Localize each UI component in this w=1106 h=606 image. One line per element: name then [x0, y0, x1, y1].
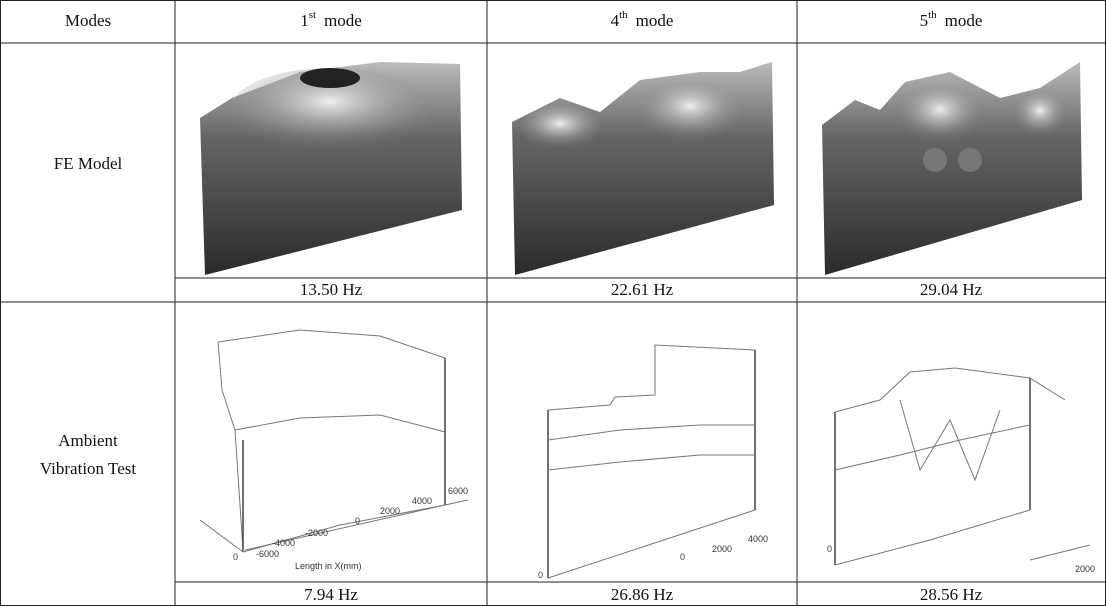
ordinal-suffix: th: [619, 9, 628, 21]
wire: [835, 425, 1030, 470]
fe-highlight: [900, 87, 980, 143]
wireframe-image: 6000 4000 2000 0 -2000 -4000 -6000 0 Len…: [200, 330, 468, 571]
wire: [548, 425, 755, 440]
axis-label: 4000: [748, 534, 768, 544]
header-cell: Modes: [65, 11, 111, 30]
wire: [218, 330, 445, 550]
ordinal-suffix: th: [928, 9, 937, 21]
fe-highlight: [520, 106, 600, 150]
wireframe-image: 4000 2000 0 0: [538, 345, 768, 580]
row-label: Vibration Test: [40, 459, 136, 478]
fe-model-image: [200, 62, 462, 275]
axis-label: 0: [233, 552, 238, 562]
axis-label: -2000: [305, 528, 328, 538]
frequency: 28.56 Hz: [920, 585, 983, 604]
wireframe-image: 0 2000: [827, 368, 1095, 574]
page: Modes 1stmode 4thmode 5thmode FE Model A…: [0, 0, 1106, 606]
axis-label: 2000: [712, 544, 732, 554]
wire: [900, 400, 1000, 480]
frequency: 7.94 Hz: [304, 585, 358, 604]
axis-label: 2000: [380, 506, 400, 516]
frequency: 13.50 Hz: [300, 280, 363, 299]
axis-label: Length in X(mm): [295, 561, 362, 571]
fe-model-image: [822, 62, 1082, 275]
header-word: mode: [636, 11, 674, 30]
table: Modes 1stmode 4thmode 5thmode FE Model A…: [0, 0, 1106, 606]
fe-highlight: [640, 82, 740, 142]
wire: [835, 510, 1030, 565]
fe-highlight: [923, 148, 947, 172]
row-label: Ambient: [58, 431, 118, 450]
axis-label: 4000: [412, 496, 432, 506]
axis-label: 0: [827, 544, 832, 554]
axis-label: 0: [680, 552, 685, 562]
fe-shape: [512, 62, 774, 275]
axis: [1030, 545, 1090, 560]
frequency: 26.86 Hz: [611, 585, 674, 604]
ordinal: 5: [920, 11, 929, 30]
fe-highlight: [1015, 93, 1065, 137]
frequency: 22.61 Hz: [611, 280, 674, 299]
frequency: 29.04 Hz: [920, 280, 983, 299]
axis-label: 0: [538, 570, 543, 580]
wire: [218, 342, 243, 550]
header-word: mode: [324, 11, 362, 30]
fe-highlight: [958, 148, 982, 172]
fe-highlight: [300, 68, 360, 88]
axis-label: 2000: [1075, 564, 1095, 574]
ordinal: 1: [300, 11, 309, 30]
row-label: FE Model: [54, 154, 123, 173]
axis-label: -6000: [256, 549, 279, 559]
fe-model-image: [512, 62, 774, 275]
wire: [548, 455, 755, 470]
axis-label: -4000: [272, 538, 295, 548]
axis: [200, 520, 243, 552]
wire: [235, 415, 445, 432]
axis-label: 6000: [448, 486, 468, 496]
axis-label: 0: [355, 516, 360, 526]
header-word: mode: [945, 11, 983, 30]
ordinal-suffix: st: [309, 9, 316, 21]
